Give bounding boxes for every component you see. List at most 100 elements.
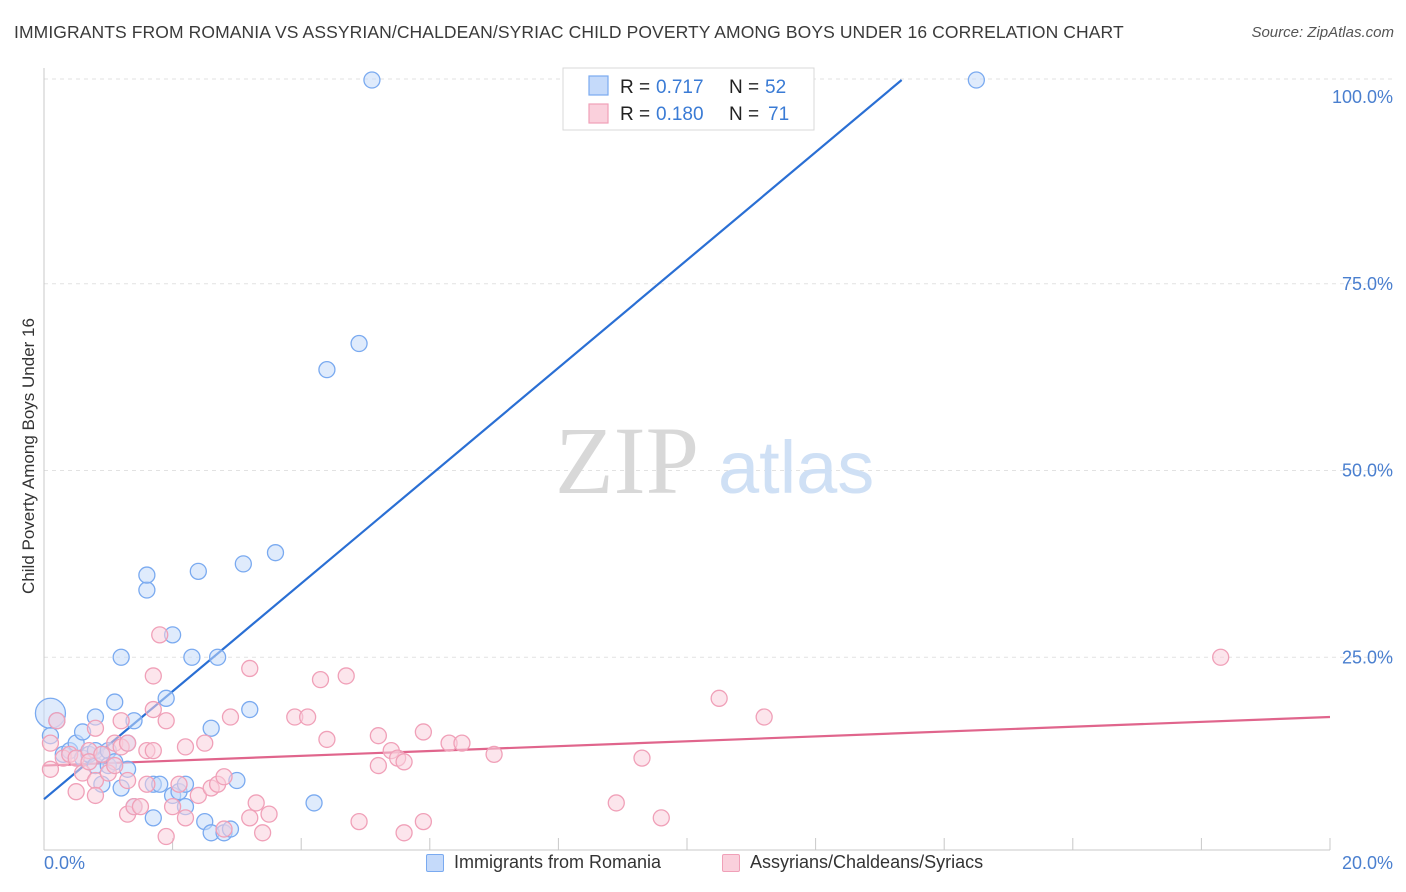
point-series1-31 [157,827,175,846]
point-series1-13 [93,745,111,764]
point-series1-12 [86,786,105,805]
watermark: ZIP atlas [555,407,874,514]
y-tick-label-100: 100.0% [1332,87,1393,107]
legend-box: R = 0.717 N = 52 R = 0.180 N = 71 [562,67,815,131]
point-series1-0 [41,734,60,752]
point-series1-36 [189,786,207,805]
point-series0-40 [208,648,227,666]
x-tick-label-0: 0.0% [44,853,85,873]
point-series1-30 [157,712,175,730]
point-series0-46 [266,544,285,562]
point-series1-23 [131,798,150,816]
point-series1-19 [118,771,137,790]
point-series1-1 [41,760,60,778]
tick-labels: 25.0% 50.0% 75.0% 100.0% 0.0% 20.0% [44,87,1393,873]
legend-item-romania: Immigrants from Romania [426,852,661,873]
point-series1-55 [369,756,388,775]
point-series1-54 [369,727,388,745]
point-series1-49 [298,708,317,726]
trend-line-series0 [43,79,903,801]
point-series0-45 [241,700,259,719]
point-series1-69 [755,708,773,726]
point-series1-45 [247,794,265,812]
trend-line-series1 [43,715,1331,767]
point-series0-26 [144,809,162,827]
point-series1-17 [112,712,130,730]
point-series1-6 [67,783,85,801]
point-series1-70 [1212,648,1230,666]
point-series1-53 [350,812,368,831]
legend-swatch-romania [426,853,444,872]
chart-title: IMMIGRANTS FROM ROMANIA VS ASSYRIAN/CHAL… [14,22,1124,42]
point-series1-51 [318,730,336,749]
bottom-legend: Immigrants from Romania Assyrians/Chalde… [0,852,1406,878]
point-series1-67 [652,809,670,827]
point-series1-35 [176,738,195,756]
point-series1-50 [311,671,330,689]
point-series1-63 [453,734,471,752]
point-series0-51 [967,71,985,89]
point-series0-44 [234,555,252,573]
watermark-zip: ZIP [555,407,699,514]
legend-swatch-blue [588,75,609,96]
point-series1-64 [485,745,503,764]
legend-swatch-pink [588,103,609,124]
point-series1-41 [215,820,233,838]
point-series1-25 [138,775,156,793]
point-series1-47 [260,805,278,823]
point-series1-66 [633,749,651,767]
point-series1-59 [395,753,413,771]
legend-label-romania: Immigrants from Romania [454,852,662,872]
point-series1-28 [144,700,162,719]
point-series1-33 [170,775,188,793]
point-series0-17 [106,693,124,711]
point-series0-47 [305,794,323,812]
point-series1-42 [221,708,240,726]
point-series1-40 [215,768,233,786]
x-tick-label-20: 20.0% [1342,853,1393,873]
point-series0-35 [183,648,201,666]
point-series0-48 [318,361,336,379]
point-series1-10 [86,719,105,737]
point-series1-43 [241,809,259,827]
source-label: Source: ZipAtlas.com [1251,24,1394,41]
point-series1-20 [118,734,137,752]
point-series1-46 [253,824,272,842]
point-series1-44 [241,659,259,678]
legend-n-value-1: 52 [765,77,786,98]
point-series1-26 [144,667,162,685]
point-series0-38 [202,719,220,737]
point-series0-24 [138,581,156,599]
point-series0-49 [350,334,368,353]
legend-n-value-2: 71 [768,104,789,125]
point-series1-52 [337,667,355,685]
point-series0-50 [363,71,381,89]
point-series1-9 [80,753,98,771]
point-series1-27 [144,741,162,760]
point-series1-37 [196,734,214,752]
point-series0-36 [189,562,207,580]
legend-r-value-1: 0.717 [656,77,704,98]
watermark-atlas: atlas [718,426,874,509]
y-axis-label: Child Poverty Among Boys Under 16 [19,318,38,594]
point-series0-29 [157,689,175,707]
point-series1-60 [414,812,433,831]
legend-label-assyrian: Assyrians/Chaldeans/Syriacs [750,852,984,872]
point-series0-19 [112,648,130,666]
point-series1-29 [151,626,169,644]
legend-r-label-1: R = [620,77,650,98]
point-series1-15 [106,756,124,775]
point-series0-25 [138,566,156,584]
y-tick-label-50: 50.0% [1342,461,1393,481]
point-series1-2 [48,712,66,730]
legend-swatch-assyrian [722,853,740,872]
point-series1-58 [395,824,413,842]
legend-n-label-2: N = [729,104,759,125]
point-series1-61 [414,723,433,741]
point-series1-65 [607,794,625,812]
legend-n-label-1: N = [729,77,759,98]
point-series1-34 [176,809,195,827]
y-tick-label-25: 25.0% [1342,647,1393,667]
legend-item-assyrian: Assyrians/Chaldeans/Syriacs [722,852,983,873]
